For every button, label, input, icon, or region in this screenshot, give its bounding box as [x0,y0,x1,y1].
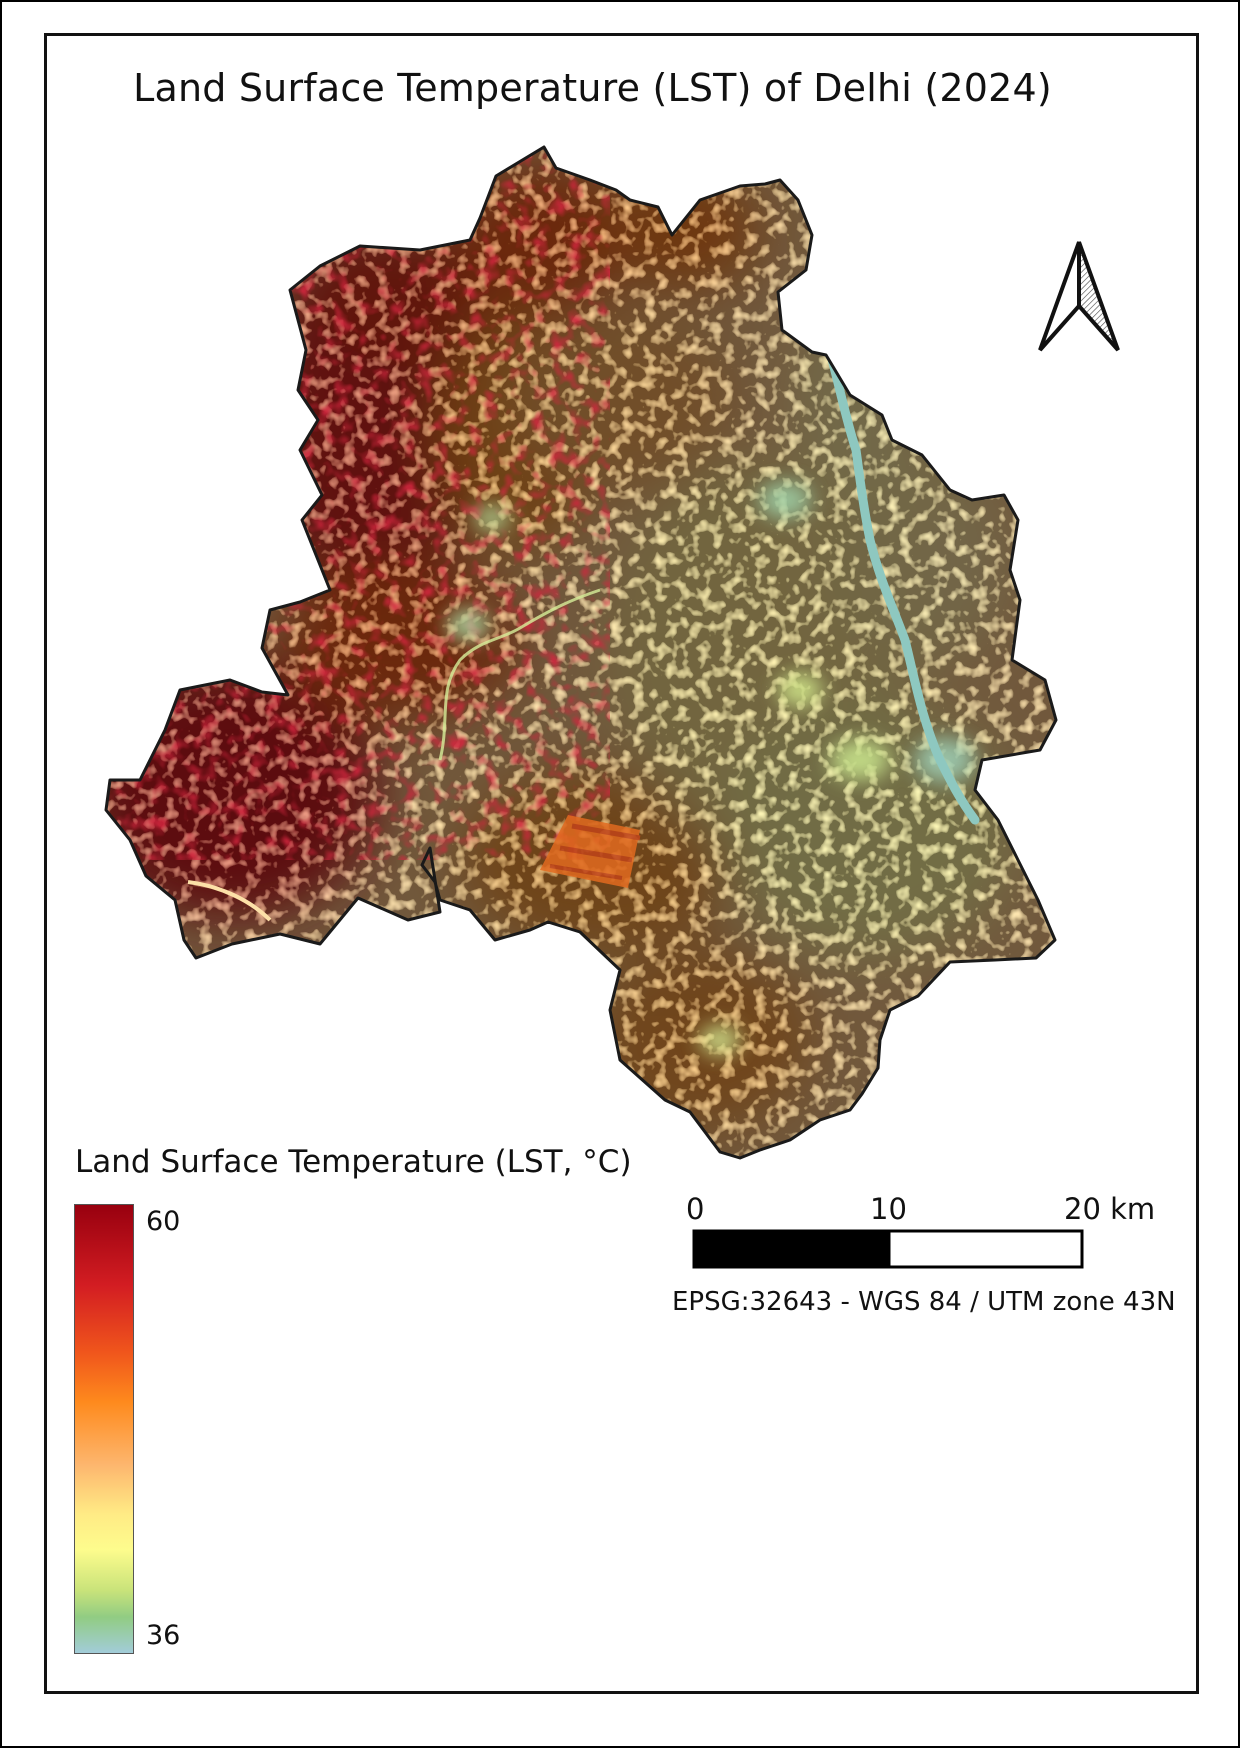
color-ramp [74,1204,134,1654]
map-title: Land Surface Temperature (LST) of Delhi … [133,66,1052,110]
legend-min-label: 36 [146,1620,181,1651]
delhi-boundary [104,145,1058,1160]
crs-label: EPSG:32643 - WGS 84 / UTM zone 43N [672,1287,1176,1317]
lst-raster [106,147,1056,1158]
legend-title: Land Surface Temperature (LST, °C) [75,1144,632,1180]
scale-label-10: 10 [870,1192,907,1226]
scale-label-20km: 20 km [1064,1192,1156,1226]
legend-max-label: 60 [146,1206,181,1237]
north-arrow-icon [1038,241,1120,352]
scale-label-0: 0 [686,1192,705,1226]
